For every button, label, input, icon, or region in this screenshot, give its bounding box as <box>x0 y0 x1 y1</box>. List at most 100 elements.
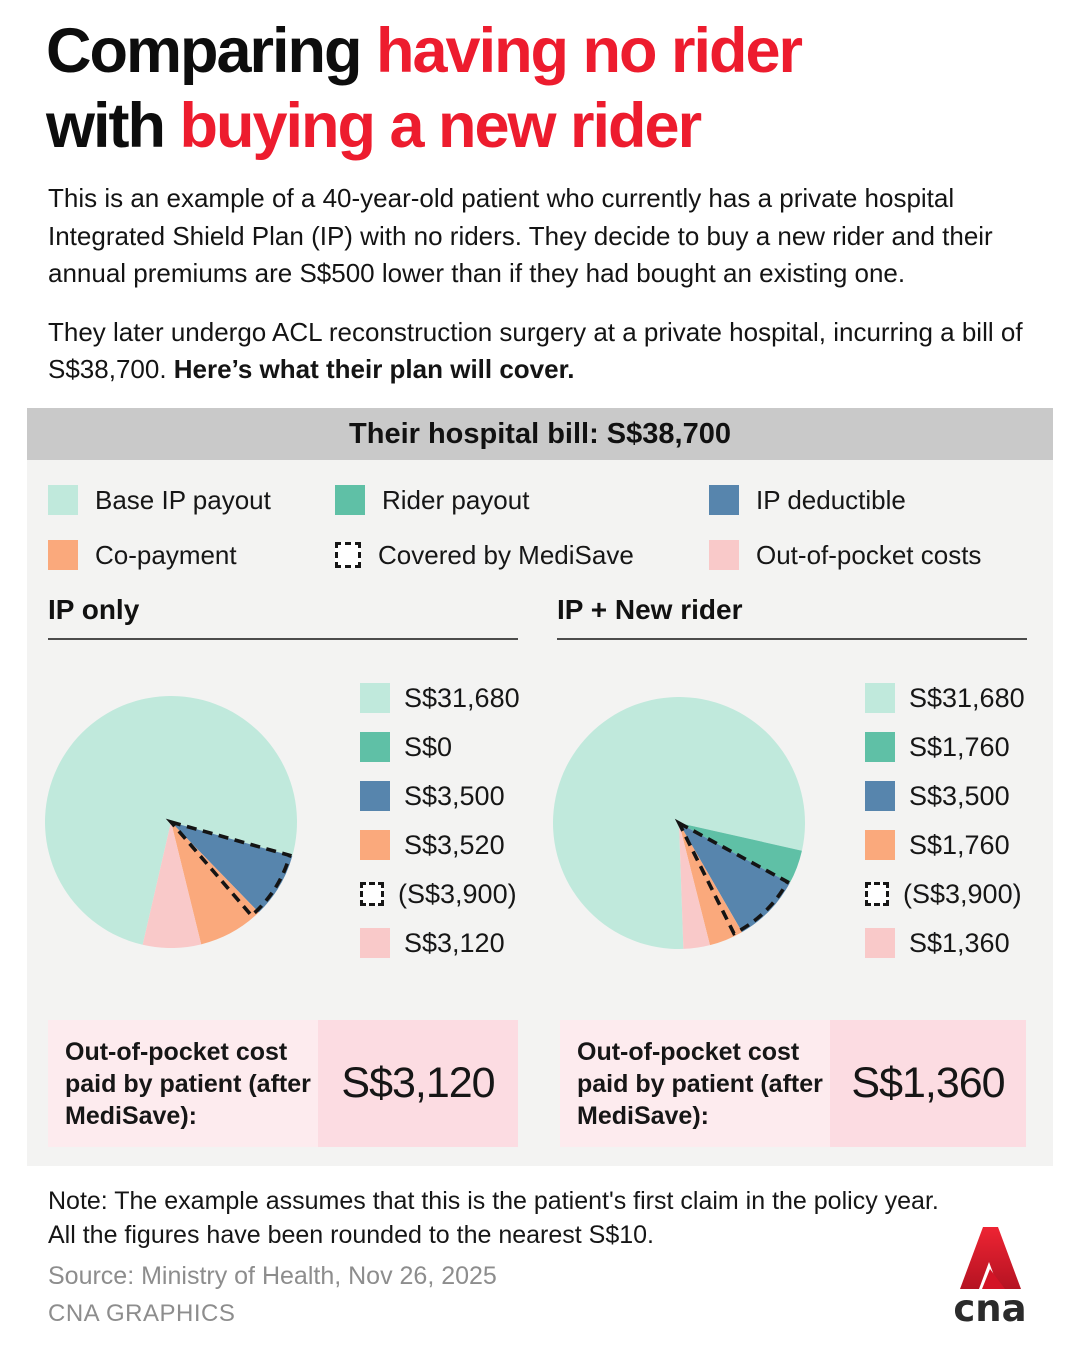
rider-payout-swatch <box>335 485 365 515</box>
cna-logo-wordmark: cna <box>953 1287 1026 1325</box>
pie-legend-value: S$3,500 <box>404 780 505 811</box>
legend-label: Covered by MediSave <box>378 539 634 570</box>
intro-p2-bold-text: Here’s what their plan will cover. <box>173 354 575 384</box>
legend-item-out-of-pocket-costs: Out-of-pocket costs <box>709 540 981 570</box>
hospital-bill-text: Their hospital bill: S$38,700 <box>349 417 731 450</box>
note-text: Note: The example assumes that this is t… <box>48 1184 939 1252</box>
pie-slice-ip-deductible <box>679 823 790 933</box>
co-payment-swatch <box>865 830 895 860</box>
pie-legend-row-co-payment: S$3,520 <box>360 830 520 860</box>
co-payment-swatch <box>48 540 78 570</box>
hospital-bill-banner: Their hospital bill: S$38,700 <box>27 408 1053 460</box>
pie-legend-row-rider-payout: S$1,760 <box>865 732 1025 762</box>
cna-logo-mark <box>960 1227 1021 1289</box>
title-black-1: Comparing <box>46 16 377 86</box>
ip-deductible-swatch <box>865 781 895 811</box>
pie-legend-row-ip-deductible: S$3,500 <box>360 781 520 811</box>
cna-logo: cna <box>953 1227 1027 1325</box>
title-red-1: having no rider <box>376 16 803 86</box>
pie-slice-ip-deductible <box>171 822 293 913</box>
legend-label: IP deductible <box>756 484 906 515</box>
rider-payout-swatch <box>360 732 390 762</box>
oop-box-ip-new-rider: Out-of-pocket cost paid by patient (afte… <box>560 1020 1026 1147</box>
title-black-2: with <box>46 91 180 161</box>
pie-legend-value: S$1,760 <box>909 731 1010 762</box>
chart-panel: Their hospital bill: S$38,700 Base IP pa… <box>27 408 1053 1166</box>
pie-legend-value: S$31,680 <box>909 682 1025 713</box>
pie-legend-value: S$3,500 <box>909 780 1010 811</box>
pie-legend-row-rider-payout: S$0 <box>360 732 520 762</box>
base-ip-payout-swatch <box>360 683 390 713</box>
pie-legend-row-co-payment: S$1,760 <box>865 830 1025 860</box>
covered-by-medisave-swatch <box>865 882 889 906</box>
intro-paragraph-1: This is an example of a 40-year-old pati… <box>48 180 1040 293</box>
right-column-header: IP + New rider <box>557 594 743 625</box>
oop-label: Out-of-pocket cost paid by patient (afte… <box>48 1020 318 1147</box>
out-of-pocket-costs-swatch <box>865 928 895 958</box>
pie-legend-value: S$1,360 <box>909 927 1010 958</box>
pie-chart-ip-only <box>45 696 297 948</box>
legend-item-covered-by-medisave: Covered by MediSave <box>335 540 709 570</box>
left-column-rule <box>48 638 518 640</box>
note-line-2: All the figures have been rounded to the… <box>48 1221 654 1249</box>
pie-legend-row-ip-deductible: S$3,500 <box>865 781 1025 811</box>
note-line-1: Note: The example assumes that this is t… <box>48 1187 939 1215</box>
legend-item-ip-deductible: IP deductible <box>709 485 981 515</box>
base-ip-payout-swatch <box>865 683 895 713</box>
rider-payout-swatch <box>865 732 895 762</box>
medisave-coverage-outline <box>674 818 790 936</box>
right-column-rule <box>557 638 1027 640</box>
out-of-pocket-costs-swatch <box>360 928 390 958</box>
pie-legend-row-covered-by-medisave: (S$3,900) <box>865 879 1025 909</box>
left-column-header: IP only <box>48 594 140 625</box>
pie-legend-value: (S$3,900) <box>903 878 1022 909</box>
pie-legend-value: S$31,680 <box>404 682 520 713</box>
pie-slice-co-payment <box>171 822 259 945</box>
legend-label: Co-payment <box>95 539 237 570</box>
title-red-2: buying a new rider <box>179 91 702 161</box>
pie-legend-value: S$3,120 <box>404 927 505 958</box>
intro-p2-text: They later undergo ACL reconstruction su… <box>48 316 1023 385</box>
cna-logo-triangle <box>982 1269 1005 1289</box>
pie-legend-value: (S$3,900) <box>398 878 517 909</box>
oop-value: S$1,360 <box>830 1020 1026 1147</box>
base-ip-payout-swatch <box>48 485 78 515</box>
category-legend: Base IP payout Rider payout IP deductible C… <box>48 485 981 570</box>
pie-legend-ip-only: S$31,680 S$0 S$3,500 S$3,520 (S$3,900) S$3,12… <box>360 683 520 977</box>
intro-paragraph-2: They later undergo ACL reconstruction su… <box>48 314 1040 389</box>
pie-slice-out-of-pocket-costs <box>142 822 202 948</box>
oop-label: Out-of-pocket cost paid by patient (afte… <box>560 1020 830 1147</box>
oop-value: S$3,120 <box>318 1020 518 1147</box>
oop-box-ip-only: Out-of-pocket cost paid by patient (afte… <box>48 1020 518 1147</box>
pie-legend-value: S$1,760 <box>909 829 1010 860</box>
legend-item-base-ip-payout: Base IP payout <box>48 485 335 515</box>
pie-legend-row-base-ip-payout: S$31,680 <box>865 683 1025 713</box>
pie-slice-out-of-pocket-costs <box>679 823 710 949</box>
co-payment-swatch <box>360 830 390 860</box>
covered-by-medisave-swatch <box>360 882 384 906</box>
ip-deductible-swatch <box>709 485 739 515</box>
pie-legend-row-covered-by-medisave: (S$3,900) <box>360 879 520 909</box>
legend-label: Base IP payout <box>95 484 271 515</box>
pie-legend-value: S$0 <box>404 731 453 762</box>
pie-legend-ip-new-rider: S$31,680 S$1,760 S$3,500 S$1,760 (S$3,900) S$… <box>865 683 1025 977</box>
medisave-dashed-swatch <box>335 542 361 568</box>
legend-item-rider-payout: Rider payout <box>335 485 709 515</box>
legend-label: Out-of-pocket costs <box>756 539 982 570</box>
pie-legend-row-out-of-pocket-costs: S$1,360 <box>865 928 1025 958</box>
pie-legend-row-out-of-pocket-costs: S$3,120 <box>360 928 520 958</box>
page-title: Comparing having no rider with buying a … <box>46 14 803 164</box>
credit-text: CNA GRAPHICS <box>48 1300 236 1327</box>
intro-p1-text: This is an example of a 40-year-old pati… <box>48 183 993 288</box>
legend-label: Rider payout <box>382 484 530 515</box>
title-line-2: with buying a new rider <box>46 89 801 164</box>
out-of-pocket-swatch <box>709 540 739 570</box>
medisave-coverage-outline <box>165 818 293 919</box>
pie-chart-ip-new-rider <box>553 697 805 949</box>
legend-item-co-payment: Co-payment <box>48 540 335 570</box>
title-line-1: Comparing having no rider <box>46 14 803 89</box>
ip-deductible-swatch <box>360 781 390 811</box>
intro-text: This is an example of a 40-year-old pati… <box>48 180 1040 410</box>
pie-legend-value: S$3,520 <box>404 829 505 860</box>
